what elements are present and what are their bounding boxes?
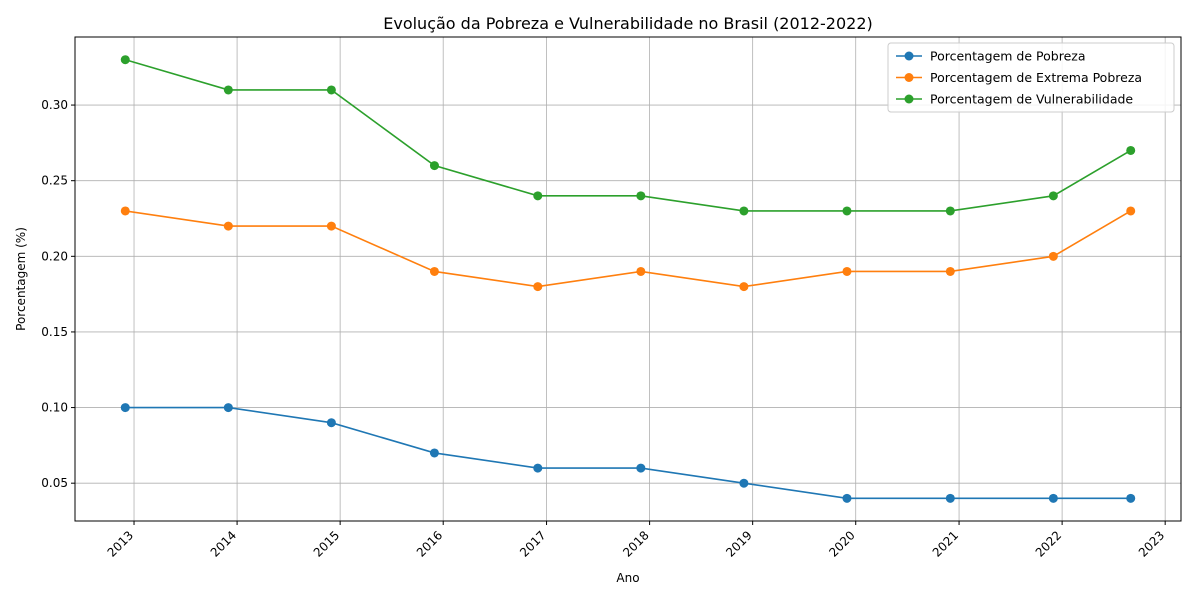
data-point	[739, 206, 749, 216]
data-point	[1048, 493, 1058, 503]
data-point	[223, 85, 233, 95]
data-point	[533, 191, 543, 201]
data-point	[429, 161, 439, 171]
data-point	[739, 478, 749, 488]
data-point	[636, 266, 646, 276]
data-point	[120, 55, 130, 65]
legend: Porcentagem de Pobreza Porcentagem de Ext…	[887, 42, 1175, 113]
y-tick-label: 0.20	[41, 249, 68, 263]
y-tick-label: 0.15	[41, 325, 68, 339]
grid-lines	[75, 37, 1181, 521]
data-point	[326, 221, 336, 231]
data-point	[223, 403, 233, 413]
data-point	[1048, 191, 1058, 201]
legend-marker	[904, 94, 914, 104]
plot-frame	[74, 36, 1182, 522]
legend-label: Porcentagem de Vulnerabilidade	[930, 92, 1133, 107]
data-point	[636, 191, 646, 201]
y-tick-label: 0.05	[41, 476, 68, 490]
data-point	[326, 85, 336, 95]
legend-label: Porcentagem de Pobreza	[930, 49, 1085, 64]
data-point	[223, 221, 233, 231]
y-axis-title: Porcentagem (%)	[14, 227, 28, 331]
data-point	[842, 493, 852, 503]
data-point	[945, 493, 955, 503]
data-point	[636, 463, 646, 473]
data-point	[326, 418, 336, 428]
chart-title: Evolução da Pobreza e Vulnerabilidade no…	[383, 14, 873, 33]
legend-label: Porcentagem de Extrema Pobreza	[930, 70, 1142, 85]
data-point	[842, 206, 852, 216]
y-tick-label: 0.30	[41, 98, 68, 112]
y-tick-label: 0.10	[41, 401, 68, 415]
series-group	[120, 55, 1136, 503]
x-axis-title: Ano	[616, 571, 639, 585]
data-point	[739, 282, 749, 292]
data-point	[429, 266, 439, 276]
y-tick-label: 0.25	[41, 174, 68, 188]
legend-box	[887, 42, 1175, 113]
data-point	[1048, 251, 1058, 261]
data-point	[1126, 206, 1136, 216]
data-point	[429, 448, 439, 458]
data-point	[945, 206, 955, 216]
data-point	[1126, 493, 1136, 503]
legend-marker	[904, 73, 914, 82]
legend-marker	[904, 51, 914, 61]
data-point	[945, 266, 955, 276]
data-point	[842, 266, 852, 276]
data-point	[1126, 145, 1136, 155]
data-point	[533, 282, 543, 292]
data-point	[120, 403, 130, 413]
data-point	[120, 206, 130, 216]
data-point	[533, 463, 543, 473]
